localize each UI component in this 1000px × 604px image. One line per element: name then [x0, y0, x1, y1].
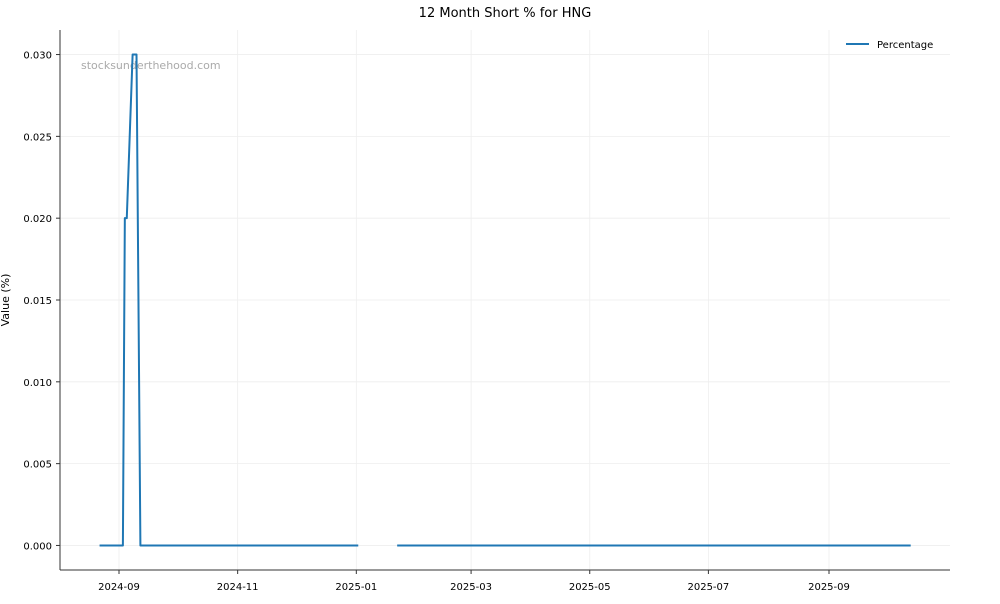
y-tick-label: 0.000 — [23, 541, 52, 552]
y-tick-label: 0.030 — [23, 51, 52, 62]
legend-label: Percentage — [877, 40, 933, 51]
chart-title: 12 Month Short % for HNG — [419, 6, 592, 21]
x-tick-label: 2025-03 — [450, 582, 492, 593]
x-tick-label: 2024-11 — [217, 582, 259, 593]
y-tick-label: 0.005 — [23, 460, 52, 471]
y-tick-label: 0.020 — [23, 214, 52, 225]
x-tick-label: 2025-07 — [687, 582, 729, 593]
watermark: stocksunderthehood.com — [81, 59, 221, 72]
y-tick-label: 0.025 — [23, 132, 52, 143]
x-tick-label: 2025-05 — [569, 582, 611, 593]
x-tick-label: 2025-01 — [335, 582, 377, 593]
series-line-segment — [99, 53, 359, 547]
y-tick-label: 0.010 — [23, 378, 52, 389]
y-axis-label: Value (%) — [0, 274, 12, 327]
x-tick-label: 2025-09 — [808, 582, 850, 593]
y-tick-label: 0.015 — [23, 296, 52, 307]
x-tick-label: 2024-09 — [98, 582, 140, 593]
legend: Percentage — [846, 40, 933, 51]
